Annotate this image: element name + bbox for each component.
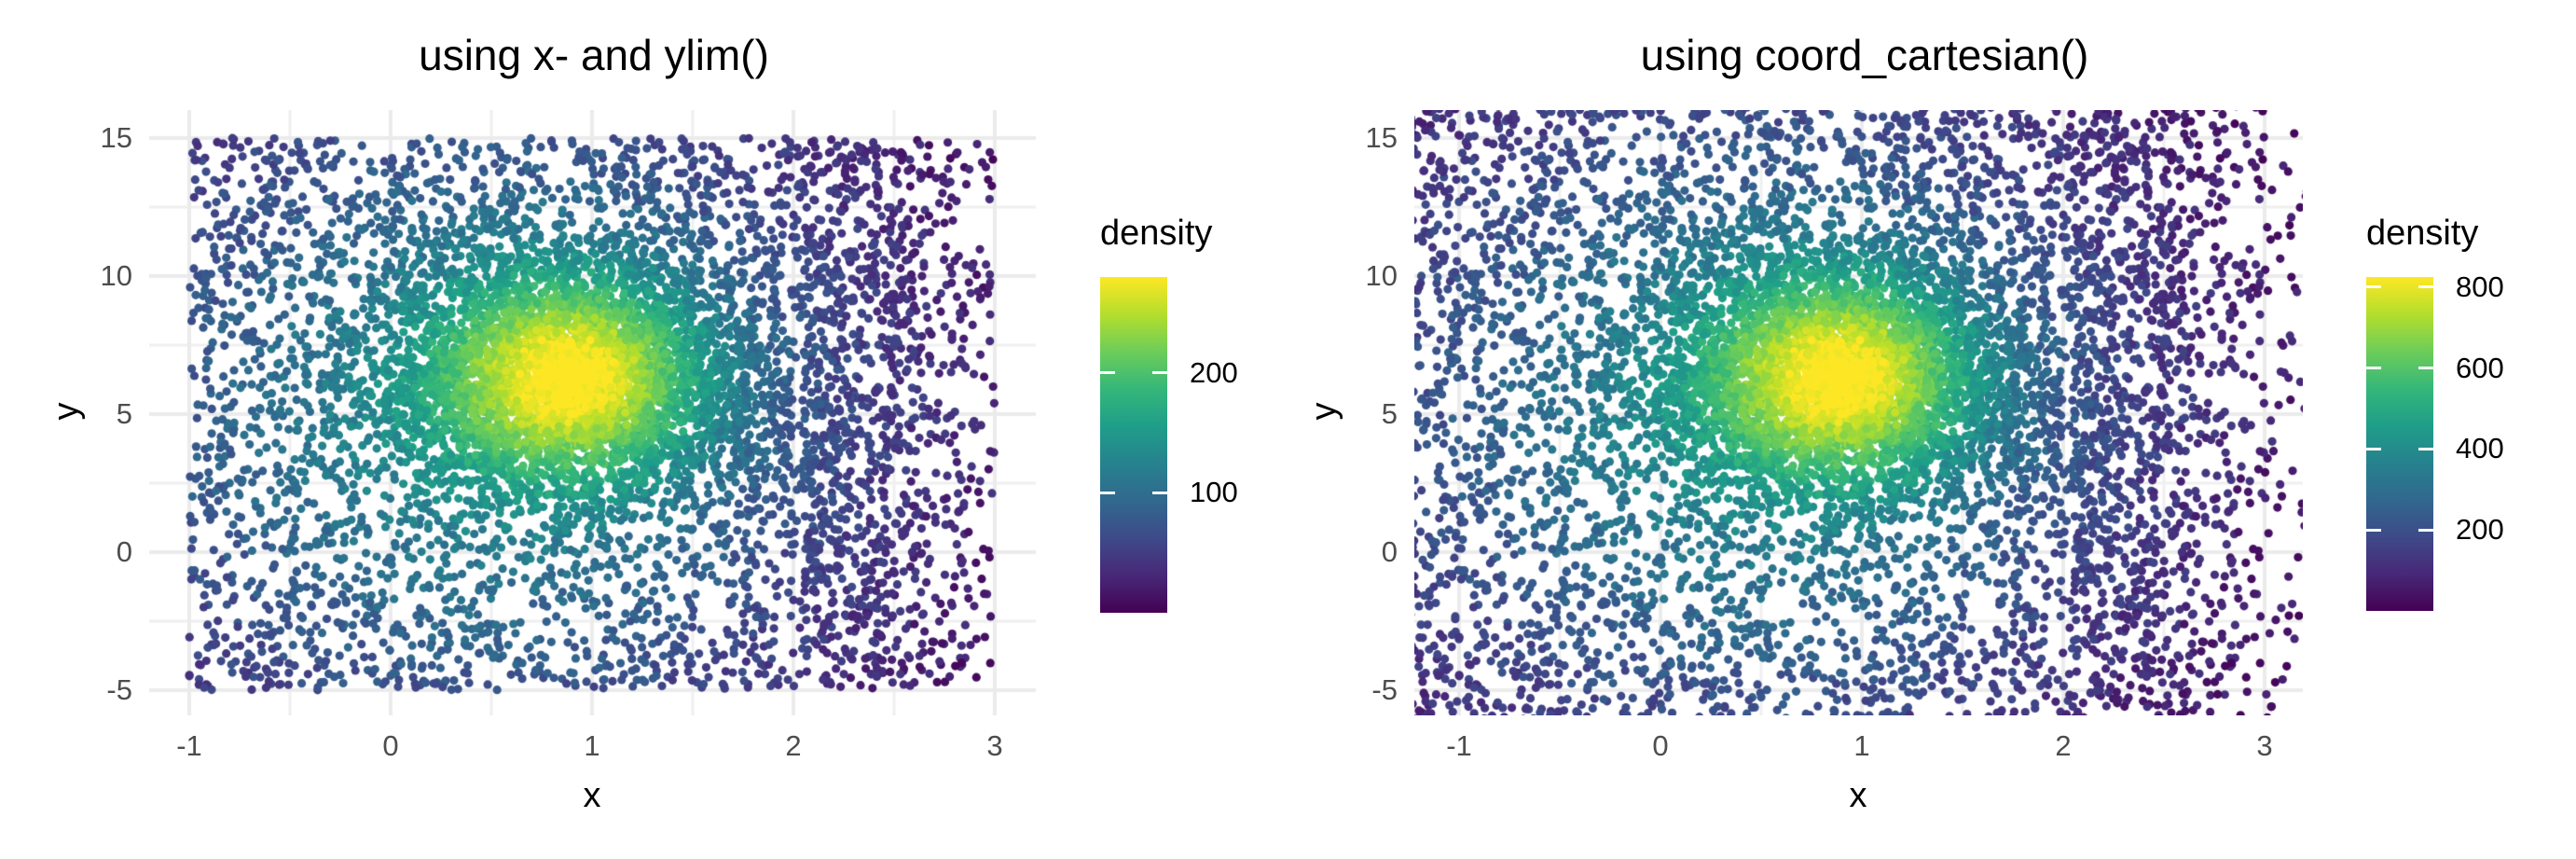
y-tick-label: -5 [106,673,132,706]
legend-tickmark-left [2366,528,2381,532]
y-tick-label: 5 [116,397,132,430]
legend-tickmark-right [2418,367,2433,370]
legend-tickmark-right [2418,285,2433,289]
legend-tick-label: 200 [2456,513,2504,547]
x-tick-label: 0 [382,729,399,762]
x-tick-label: 1 [584,729,600,762]
legend-tickmark-right [2418,447,2433,450]
legend-tick-label: 100 [1190,476,1238,509]
legend-tick-label: 200 [1190,355,1238,389]
y-tick-label: 15 [1365,121,1398,154]
plot-left-panel [149,110,1036,715]
legend-left-title: density [1100,214,1213,253]
legend-tickmark-right [2418,528,2433,532]
x-tick-label: 3 [2256,729,2273,762]
plot-left-title: using x- and ylim() [419,31,769,79]
y-tick-label: 10 [1365,259,1398,292]
legend-left-colorbar [1100,277,1167,613]
y-tick-label: 15 [100,121,132,154]
legend-tickmark-left [2366,367,2381,370]
legend-tickmark-right [1152,491,1167,494]
legend-tickmark-right [1152,371,1167,375]
legend-tickmark-left [2366,447,2381,450]
x-tick-label: 2 [785,729,802,762]
x-tick-label: -1 [176,729,202,762]
y-tick-label: 10 [100,259,132,292]
x-tick-label: -1 [1446,729,1472,762]
plot-right-x-axis-title: x [1849,776,1867,815]
legend-right-title: density [2366,214,2479,253]
legend-tick-label: 600 [2456,351,2504,384]
x-tick-label: 0 [1652,729,1669,762]
plot-right-panel [1414,110,2303,715]
legend-tickmark-left [1100,491,1115,494]
plot-right-title: using coord_cartesian() [1640,31,2089,79]
legend-tick-label: 400 [2456,432,2504,465]
legend-tick-label: 800 [2456,270,2504,303]
x-tick-label: 3 [986,729,1003,762]
plot-left-x-axis-title: x [583,776,601,815]
y-tick-label: 0 [1381,535,1398,568]
legend-right-colorbar [2366,277,2433,611]
x-tick-label: 2 [2055,729,2072,762]
legend-tickmark-left [1100,371,1115,375]
y-tick-label: 0 [116,535,132,568]
legend-tickmark-left [2366,285,2381,289]
y-tick-label: -5 [1371,673,1398,706]
y-tick-label: 5 [1381,397,1398,430]
x-tick-label: 1 [1853,729,1870,762]
